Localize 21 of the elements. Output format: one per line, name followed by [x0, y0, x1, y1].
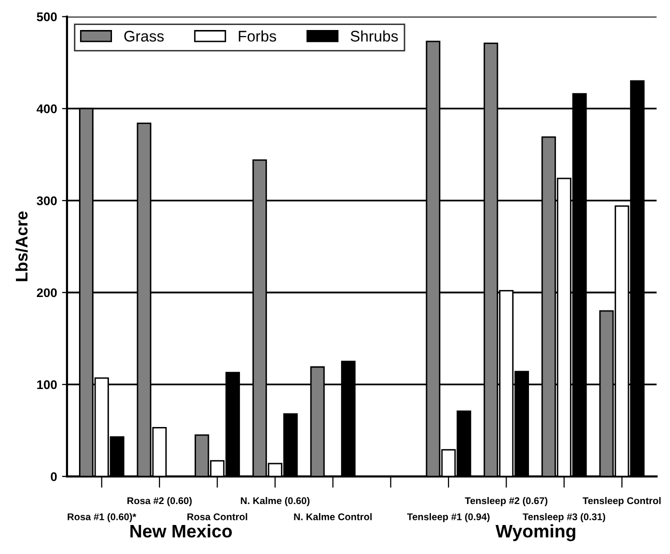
x-tick-label: Rosa #1 (0.60)* — [68, 513, 136, 522]
text: New Mexico — [130, 524, 232, 538]
legend-label: Shrubs — [350, 30, 398, 42]
x-tick-label: N. Kalme Control — [294, 513, 372, 520]
x-tick-label: Tensleep #3 (0.31) — [522, 513, 606, 522]
x-tick-label: Tensleep #1 (0.94) — [407, 513, 490, 522]
y-axis-title: Lbs/Acre — [15, 211, 28, 282]
y-tick-label: 0 — [50, 472, 57, 482]
y-tick-label: 200 — [36, 288, 57, 298]
y-tick-label: 500 — [36, 12, 57, 22]
x-tick-label: Rosa Control — [187, 513, 248, 520]
x-tick-label: N. Kalme (0.60) — [240, 497, 310, 506]
x-tick-label: Rosa #2 (0.60) — [127, 497, 192, 506]
text: Wyoming — [496, 524, 576, 542]
y-tick-label: 300 — [36, 196, 57, 206]
y-tick-label: 400 — [36, 104, 57, 114]
x-tick-label: Tensleep Control — [582, 497, 661, 506]
x-tick-label: Tensleep #2 (0.67) — [464, 497, 548, 506]
legend-label: Grass — [124, 30, 164, 42]
legend-label: Forbs — [238, 30, 276, 42]
y-tick-label: 100 — [37, 380, 57, 390]
